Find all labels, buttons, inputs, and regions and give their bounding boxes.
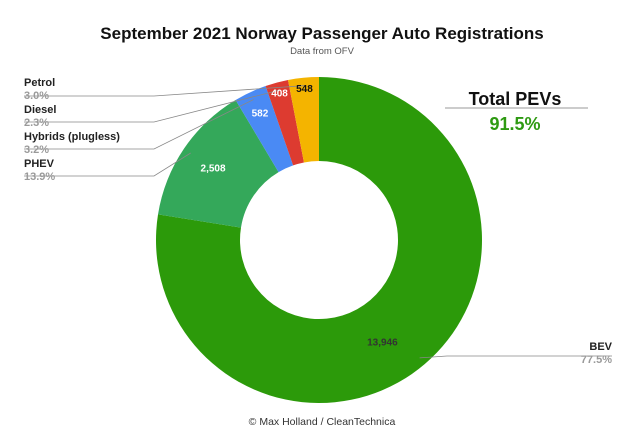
leader-line-hybrids-plugless — [24, 99, 254, 150]
chart-credit: © Max Holland / CleanTechnica — [249, 416, 396, 428]
slices-layer — [156, 77, 483, 403]
legend-name-diesel: Diesel — [24, 104, 56, 116]
leader-line-phev — [24, 152, 191, 177]
value-label-phev: 2,508 — [201, 164, 226, 175]
value-label-hybrids-plugless: 582 — [252, 109, 269, 120]
total-pevs-title: Total PEVs — [469, 89, 562, 109]
value-label-petrol: 548 — [296, 84, 313, 95]
total-pevs-value: 91.5% — [489, 114, 540, 134]
chart-title: September 2021 Norway Passenger Auto Reg… — [100, 24, 543, 43]
legend-name-petrol: Petrol — [24, 77, 55, 89]
legend-percent-petrol: 3.0% — [24, 90, 49, 102]
slice-bev — [156, 77, 483, 403]
legend-percent-diesel: 2.3% — [24, 117, 49, 129]
value-label-diesel: 408 — [271, 89, 288, 100]
slice-diesel — [265, 79, 304, 166]
leader-lines — [24, 85, 612, 359]
legend-name-hybrids-plugless: Hybrids (plugless) — [24, 131, 120, 143]
legend-name-bev: BEV — [589, 341, 612, 353]
legend-name-phev: PHEV — [24, 158, 55, 170]
leader-line-bev — [419, 355, 612, 359]
legend-percent-bev: 77.5% — [581, 354, 612, 366]
slice-phev — [158, 99, 279, 228]
legend-percent-hybrids-plugless: 3.2% — [24, 144, 49, 156]
slice-hybrids-plugless — [235, 85, 294, 173]
slice-petrol — [287, 77, 319, 163]
legend-percent-phev: 13.9% — [24, 171, 55, 183]
leader-line-diesel — [24, 89, 279, 123]
chart-subtitle: Data from OFV — [290, 46, 355, 57]
value-label-bev: 13,946 — [367, 337, 398, 348]
leader-line-petrol — [24, 85, 305, 97]
